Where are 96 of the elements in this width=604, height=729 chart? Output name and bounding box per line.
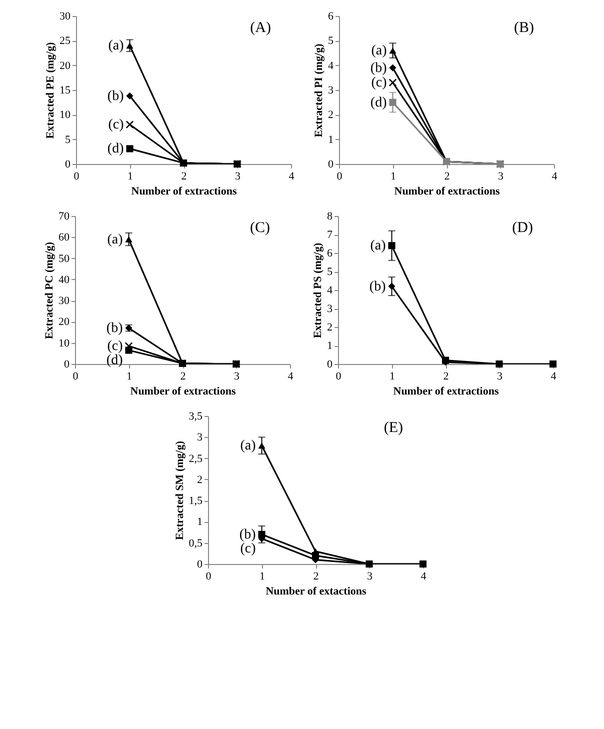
x-axis-title: Number of extactions (266, 586, 368, 598)
y-tick-label: 70 (58, 210, 70, 222)
series-label: (d) (370, 95, 387, 110)
y-tick-label: 7 (327, 229, 333, 241)
series-label: (b) (106, 321, 124, 336)
x-tick-label: 3 (367, 570, 373, 582)
series-label: (d) (106, 142, 124, 157)
series-label: (c) (240, 541, 256, 556)
x-tick-label: 1 (127, 170, 132, 182)
y-tick-label: 3 (328, 84, 334, 96)
x-axis-title: Number of extractions (393, 386, 500, 398)
y-tick-label: 1 (197, 516, 202, 528)
y-axis-title: Extracted PS (mg/g) (312, 242, 324, 338)
y-tick-label: 1 (328, 134, 333, 146)
y-tick-label: 0,5 (188, 537, 203, 550)
x-tick-label: 2 (444, 170, 450, 182)
y-tick-label: 1,5 (188, 495, 203, 508)
y-tick-label: 1 (327, 340, 332, 352)
x-tick-label: 2 (180, 370, 186, 382)
y-tick-label: 0 (197, 558, 203, 570)
y-tick-label: 5 (328, 35, 334, 48)
y-tick-label: 2 (328, 109, 333, 122)
y-tick-label: 0 (327, 358, 333, 370)
x-tick-label: 3 (498, 170, 504, 182)
y-tick-label: 0 (328, 158, 334, 170)
y-tick-label: 0 (64, 158, 70, 170)
series-label: (a) (370, 44, 387, 59)
x-tick-label: 1 (390, 370, 395, 382)
series-label: (b) (369, 279, 386, 294)
y-tick-label: 0 (64, 358, 70, 370)
x-tick-label: 1 (126, 370, 132, 382)
chart-title: (C) (250, 220, 270, 236)
x-tick-label: 0 (336, 370, 342, 382)
y-tick-label: 10 (59, 109, 70, 122)
x-tick-label: 3 (497, 370, 503, 382)
series-label: (c) (108, 118, 124, 133)
series-label: (b) (239, 527, 256, 542)
y-tick-label: 10 (58, 337, 70, 350)
y-tick-label: 5 (327, 266, 333, 278)
y-tick-label: 3 (197, 432, 203, 444)
x-tick-label: 1 (260, 570, 265, 582)
x-tick-label: 1 (390, 170, 396, 182)
series-label: (b) (370, 60, 387, 76)
y-axis-title: Extracted PC (mg/g) (44, 242, 56, 340)
series-label: (a) (240, 438, 256, 454)
chart-title: (A) (250, 20, 270, 36)
y-tick-label: 2 (197, 474, 202, 486)
y-tick-label: 5 (64, 134, 70, 146)
x-tick-label: 2 (443, 370, 449, 382)
x-tick-label: 4 (288, 370, 294, 382)
y-tick-label: 15 (59, 84, 70, 96)
y-tick-label: 4 (328, 60, 334, 72)
series-label: (c) (107, 339, 124, 354)
y-tick-label: 30 (58, 295, 70, 308)
y-tick-label: 4 (327, 284, 333, 296)
chart-title: (B) (514, 20, 534, 36)
x-tick-label: 2 (180, 170, 186, 182)
y-tick-label: 40 (58, 274, 70, 286)
x-tick-label: 3 (234, 170, 240, 182)
x-tick-label: 4 (288, 170, 294, 182)
x-tick-label: 2 (313, 570, 319, 582)
x-tick-label: 0 (73, 170, 80, 182)
y-tick-label: 2 (327, 322, 332, 334)
x-tick-label: 0 (72, 370, 79, 382)
y-tick-label: 8 (327, 210, 333, 222)
y-tick-label: 20 (59, 60, 70, 72)
series-label: (c) (370, 76, 387, 91)
y-tick-label: 25 (59, 35, 70, 48)
x-tick-label: 4 (420, 570, 427, 582)
series-label: (d) (106, 353, 124, 368)
y-axis-title: Extracted SM (mg/g) (174, 440, 186, 540)
y-tick-label: 60 (58, 232, 70, 244)
series-label: (a) (370, 238, 386, 254)
series-label: (a) (107, 232, 124, 248)
x-tick-label: 0 (206, 570, 212, 582)
x-tick-label: 0 (336, 170, 342, 182)
y-axis-title: Extracted PE (mg/g) (44, 42, 56, 139)
y-tick-label: 3 (327, 303, 333, 315)
x-tick-label: 4 (551, 170, 558, 182)
chart-title: (E) (384, 420, 403, 436)
y-tick-label: 20 (58, 316, 70, 328)
x-axis-title: Number of extractions (394, 186, 500, 198)
x-axis-title: Number of extractions (130, 386, 236, 398)
y-tick-label: 50 (58, 252, 70, 265)
x-axis-title: Number of extractions (130, 186, 237, 198)
series-label: (b) (106, 88, 124, 104)
y-axis-title: Extracted PI (mg/g) (312, 43, 324, 138)
y-tick-label: 3,5 (188, 410, 203, 422)
y-tick-label: 2,5 (188, 452, 203, 465)
y-tick-label: 30 (59, 10, 70, 22)
series-label: (a) (108, 38, 124, 54)
y-tick-label: 6 (327, 248, 333, 260)
chart-title: (D) (512, 220, 533, 236)
x-tick-label: 4 (550, 370, 557, 382)
x-tick-label: 3 (234, 370, 240, 382)
y-tick-label: 6 (328, 10, 334, 22)
